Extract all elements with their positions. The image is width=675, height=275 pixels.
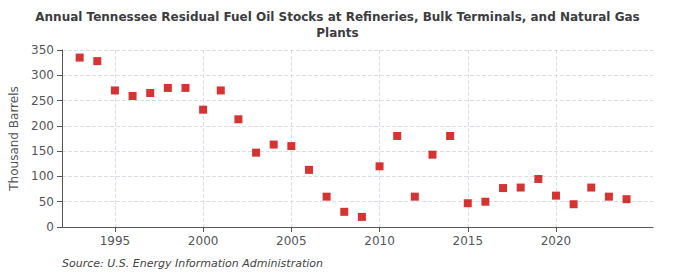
svg-text:Plants: Plants [316, 26, 358, 40]
svg-text:2020: 2020 [541, 234, 572, 248]
svg-text:2000: 2000 [188, 234, 219, 248]
svg-text:250: 250 [31, 94, 54, 108]
svg-text:2010: 2010 [364, 234, 395, 248]
svg-text:Annual Tennessee Residual Fuel: Annual Tennessee Residual Fuel Oil Stock… [35, 10, 639, 24]
svg-text:200: 200 [31, 119, 54, 133]
svg-text:50: 50 [39, 195, 54, 209]
svg-text:2015: 2015 [452, 234, 483, 248]
svg-text:350: 350 [31, 43, 54, 57]
svg-text:Source: U.S. Energy Informatio: Source: U.S. Energy Information Administ… [62, 257, 323, 270]
svg-text:150: 150 [31, 144, 54, 158]
svg-text:100: 100 [31, 169, 54, 183]
svg-text:2005: 2005 [276, 234, 307, 248]
svg-text:0: 0 [46, 220, 54, 234]
svg-text:300: 300 [31, 68, 54, 82]
svg-text:Thousand Barrels: Thousand Barrels [7, 86, 21, 191]
svg-text:1995: 1995 [100, 234, 131, 248]
